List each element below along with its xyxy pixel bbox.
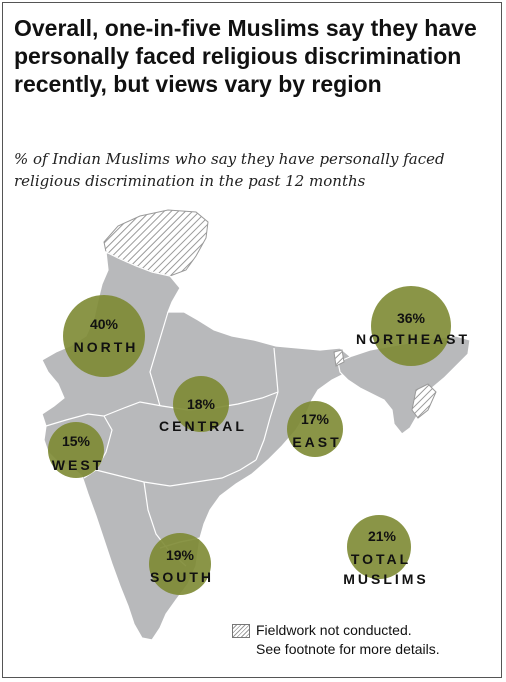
- north-value-label: 40%: [90, 316, 119, 332]
- west-region-label: WEST: [52, 457, 104, 473]
- east-region-label: EAST: [292, 434, 341, 450]
- sikkim-hatched-area: [333, 349, 345, 367]
- north-region-label: NORTH: [74, 339, 139, 355]
- northeast-bubble: [371, 286, 451, 366]
- south-value-label: 19%: [166, 547, 195, 563]
- chart-title: Overall, one-in-five Muslims say they ha…: [14, 15, 477, 97]
- northeast-region-label: NORTHEAST: [356, 331, 470, 347]
- hatched-swatch-icon: [232, 624, 250, 638]
- east-value-label: 17%: [301, 411, 330, 427]
- south-region-label: SOUTH: [150, 569, 214, 585]
- chart-subtitle: % of Indian Muslims who say they have pe…: [14, 150, 445, 190]
- east-bubble: [287, 401, 343, 457]
- total-value-label: 21%: [368, 528, 397, 544]
- total-region-label-line1: TOTAL: [351, 551, 411, 567]
- west-bubble: [48, 422, 104, 478]
- northeast-hatched-area: [411, 383, 437, 419]
- central-region-label: CENTRAL: [159, 418, 247, 434]
- legend-line-2: See footnote for more details.: [256, 641, 440, 657]
- west-value-label: 15%: [62, 433, 91, 449]
- total-region-label-line2: MUSLIMS: [343, 571, 429, 587]
- northeast-value-label: 36%: [397, 310, 426, 326]
- south-bubble: [149, 533, 211, 595]
- north-bubble: [63, 295, 145, 377]
- central-bubble: [173, 376, 229, 432]
- central-value-label: 18%: [187, 396, 216, 412]
- total-bubble: [347, 515, 411, 579]
- legend-line-1: Fieldwork not conducted.: [256, 622, 412, 638]
